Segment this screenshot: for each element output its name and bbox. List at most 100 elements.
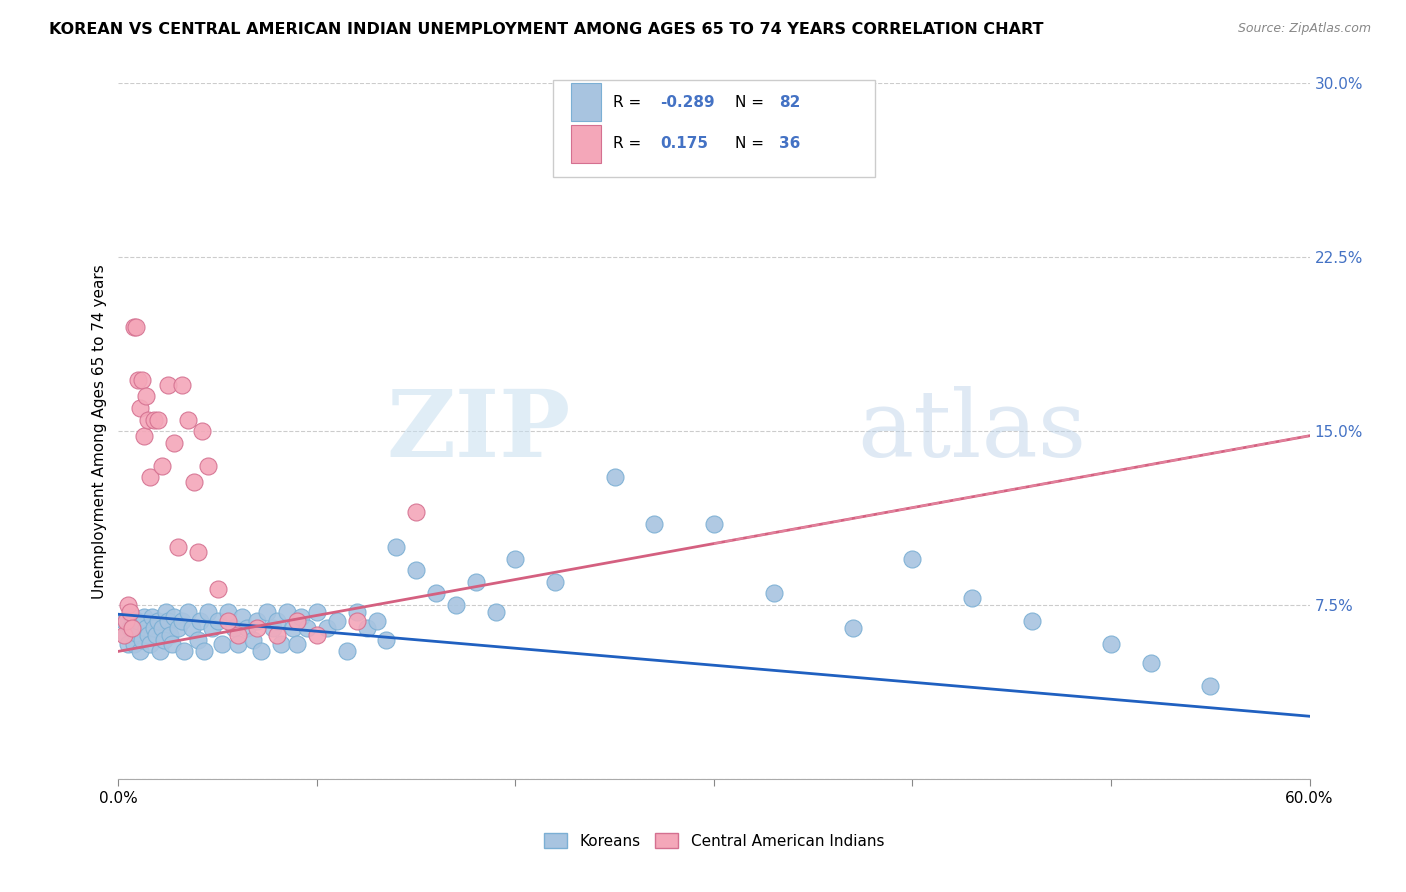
Point xyxy=(246,621,269,635)
Point xyxy=(901,551,924,566)
Point xyxy=(305,628,328,642)
Point xyxy=(153,632,176,647)
Point xyxy=(120,605,142,619)
Point xyxy=(125,319,148,334)
Point xyxy=(167,540,190,554)
Point xyxy=(134,429,156,443)
Point xyxy=(290,609,312,624)
Point xyxy=(960,591,983,605)
Point xyxy=(246,614,269,628)
Point xyxy=(231,609,253,624)
Point xyxy=(285,614,308,628)
Point xyxy=(544,574,567,589)
Point xyxy=(762,586,785,600)
Point xyxy=(207,582,229,596)
Text: KOREAN VS CENTRAL AMERICAN INDIAN UNEMPLOYMENT AMONG AGES 65 TO 74 YEARS CORRELA: KOREAN VS CENTRAL AMERICAN INDIAN UNEMPL… xyxy=(49,22,1043,37)
Point xyxy=(222,621,245,635)
FancyBboxPatch shape xyxy=(571,125,600,163)
FancyBboxPatch shape xyxy=(571,83,600,121)
Point xyxy=(242,632,264,647)
Point xyxy=(191,424,214,438)
Point xyxy=(124,637,146,651)
Point xyxy=(150,621,173,635)
Point xyxy=(285,637,308,651)
Point xyxy=(262,621,284,635)
Point xyxy=(139,470,162,484)
Point xyxy=(207,614,229,628)
Text: 36: 36 xyxy=(779,136,801,152)
Point xyxy=(187,544,209,558)
Point xyxy=(464,574,486,589)
Text: R =: R = xyxy=(613,95,645,110)
Point xyxy=(121,609,143,624)
Point xyxy=(117,637,139,651)
Text: 0.175: 0.175 xyxy=(661,136,709,152)
Point xyxy=(135,621,157,635)
Point xyxy=(250,644,273,658)
Text: N =: N = xyxy=(735,95,769,110)
Point xyxy=(117,598,139,612)
Point xyxy=(295,621,318,635)
Point xyxy=(226,637,249,651)
Point xyxy=(444,598,467,612)
Point xyxy=(664,112,686,126)
Point xyxy=(124,319,146,334)
Point xyxy=(266,628,288,642)
Point xyxy=(157,377,180,392)
Text: Source: ZipAtlas.com: Source: ZipAtlas.com xyxy=(1237,22,1371,36)
Point xyxy=(315,621,337,635)
Point xyxy=(136,628,159,642)
Point xyxy=(405,505,427,519)
Point xyxy=(136,412,159,426)
Point xyxy=(193,644,215,658)
Point xyxy=(125,625,148,640)
Point xyxy=(121,621,143,635)
Point xyxy=(201,621,224,635)
Point xyxy=(256,605,278,619)
Point xyxy=(163,609,186,624)
Point xyxy=(356,621,378,635)
Point xyxy=(226,628,249,642)
Point xyxy=(485,605,508,619)
Point xyxy=(129,401,152,415)
Point xyxy=(842,621,865,635)
Point xyxy=(305,605,328,619)
Point xyxy=(505,551,527,566)
Point xyxy=(150,458,173,473)
Point xyxy=(143,621,166,635)
Point xyxy=(183,475,205,490)
Point xyxy=(157,614,180,628)
Point xyxy=(173,644,195,658)
Point xyxy=(1099,637,1122,651)
Point xyxy=(703,516,725,531)
Point xyxy=(177,605,200,619)
Point xyxy=(141,609,163,624)
Point xyxy=(603,470,626,484)
Point xyxy=(326,614,349,628)
Point xyxy=(120,621,142,635)
Point xyxy=(180,621,202,635)
Point xyxy=(385,540,408,554)
Point xyxy=(115,614,138,628)
Point xyxy=(1139,656,1161,670)
Point xyxy=(127,373,149,387)
Point xyxy=(425,586,447,600)
Point xyxy=(266,614,288,628)
Text: 82: 82 xyxy=(779,95,801,110)
Point xyxy=(217,614,239,628)
Point xyxy=(197,605,219,619)
Point xyxy=(170,377,193,392)
Point xyxy=(375,632,398,647)
Point xyxy=(188,614,211,628)
Point xyxy=(281,621,304,635)
Point xyxy=(131,373,153,387)
Point xyxy=(160,637,183,651)
Text: ZIP: ZIP xyxy=(387,386,571,476)
Point xyxy=(643,516,665,531)
Point xyxy=(346,605,368,619)
Point xyxy=(134,609,156,624)
Point xyxy=(163,435,186,450)
Point xyxy=(127,614,149,628)
Text: atlas: atlas xyxy=(856,386,1087,476)
Point xyxy=(145,628,167,642)
